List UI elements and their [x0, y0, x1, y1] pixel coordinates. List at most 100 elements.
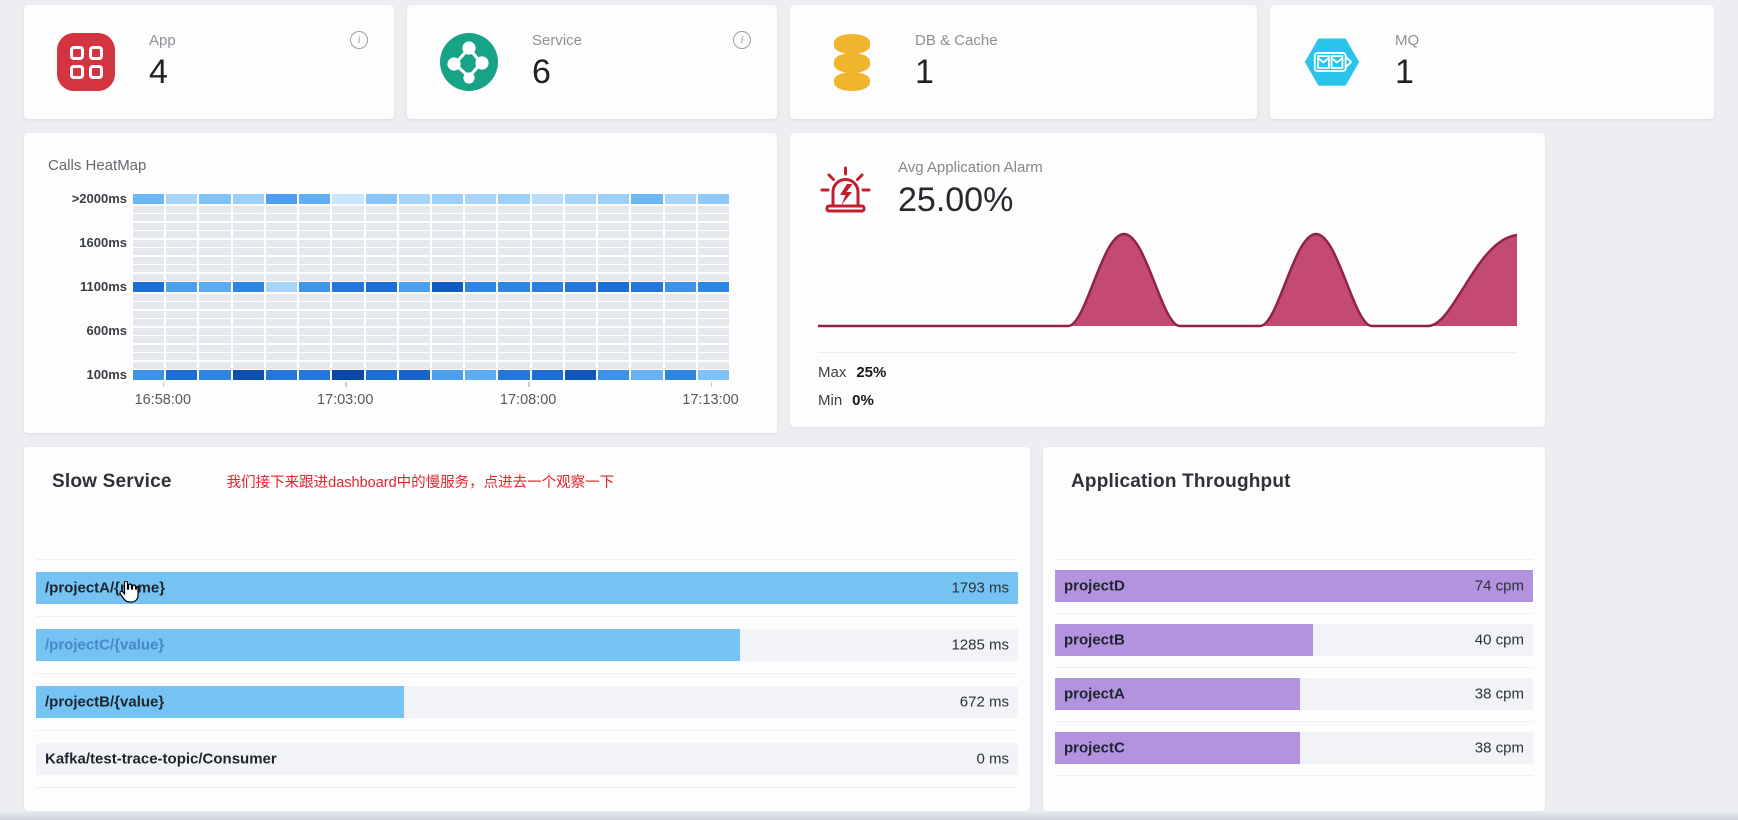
heatmap-cell[interactable]	[631, 273, 663, 281]
heatmap-cell[interactable]	[199, 231, 231, 238]
heatmap-cell[interactable]	[133, 370, 165, 380]
heatmap-cell[interactable]	[166, 205, 198, 213]
heatmap-cell[interactable]	[631, 327, 663, 335]
heatmap-cell[interactable]	[465, 319, 497, 326]
heatmap-cell[interactable]	[398, 214, 430, 221]
heatmap-cell[interactable]	[531, 293, 563, 301]
heatmap-cell[interactable]	[431, 361, 464, 369]
heatmap-cell[interactable]	[564, 256, 597, 264]
heatmap-cell[interactable]	[166, 353, 198, 360]
heatmap-cell[interactable]	[166, 194, 198, 204]
heatmap-cell[interactable]	[465, 222, 497, 230]
heatmap-cell[interactable]	[631, 256, 663, 264]
heatmap-cell[interactable]	[664, 327, 696, 335]
heatmap-cell[interactable]	[299, 205, 331, 213]
heatmap-cell[interactable]	[631, 239, 663, 247]
heatmap-cell[interactable]	[431, 205, 464, 213]
heatmap-cell[interactable]	[664, 344, 696, 352]
heatmap-cell[interactable]	[265, 256, 298, 264]
heatmap-cell[interactable]	[398, 327, 430, 335]
heatmap-cell[interactable]	[431, 239, 464, 247]
heatmap-cell[interactable]	[664, 273, 696, 281]
heatmap-cell[interactable]	[232, 344, 264, 352]
heatmap-cell[interactable]	[598, 239, 630, 247]
heatmap-cell[interactable]	[299, 239, 331, 247]
info-icon[interactable]: i	[733, 31, 751, 49]
heatmap-cell[interactable]	[598, 256, 630, 264]
heatmap-cell[interactable]	[598, 361, 630, 369]
heatmap-cell[interactable]	[664, 256, 696, 264]
heatmap-cell[interactable]	[465, 214, 497, 221]
heatmap-cell[interactable]	[697, 302, 729, 309]
heatmap-cell[interactable]	[398, 370, 430, 380]
info-icon[interactable]: i	[350, 31, 368, 49]
heatmap-cell[interactable]	[531, 231, 563, 238]
heatmap-cell[interactable]	[232, 302, 264, 309]
heatmap-cell[interactable]	[199, 205, 231, 213]
heatmap-cell[interactable]	[431, 319, 464, 326]
heatmap-cell[interactable]	[564, 353, 597, 360]
heatmap-cell[interactable]	[332, 273, 364, 281]
stat-card-db-cache[interactable]: DB & Cache 1	[790, 5, 1257, 119]
heatmap-cell[interactable]	[431, 265, 464, 272]
heatmap-cell[interactable]	[431, 353, 464, 360]
heatmap-cell[interactable]	[365, 239, 397, 247]
heatmap-cell[interactable]	[531, 194, 563, 204]
heatmap-cell[interactable]	[398, 205, 430, 213]
heatmap-cell[interactable]	[133, 194, 165, 204]
heatmap-cell[interactable]	[299, 319, 331, 326]
endpoint-link-hovered[interactable]: /projectC/{value}	[45, 636, 165, 654]
heatmap-cell[interactable]	[232, 248, 264, 255]
heatmap-cell[interactable]	[232, 214, 264, 221]
heatmap-cell[interactable]	[531, 370, 563, 380]
throughput-row[interactable]: projectB 40 cpm	[1055, 614, 1533, 668]
heatmap-cell[interactable]	[265, 282, 298, 292]
heatmap-cell[interactable]	[199, 310, 231, 318]
heatmap-cell[interactable]	[631, 194, 663, 204]
heatmap-cell[interactable]	[365, 293, 397, 301]
heatmap-cell[interactable]	[598, 205, 630, 213]
heatmap-cell[interactable]	[398, 336, 430, 343]
heatmap-cell[interactable]	[697, 370, 729, 380]
heatmap-cell[interactable]	[133, 310, 165, 318]
heatmap-cell[interactable]	[265, 327, 298, 335]
heatmap-cell[interactable]	[564, 344, 597, 352]
heatmap-cell[interactable]	[498, 248, 530, 255]
heatmap-cell[interactable]	[465, 336, 497, 343]
heatmap-cell[interactable]	[697, 310, 729, 318]
heatmap-cell[interactable]	[431, 336, 464, 343]
heatmap-cell[interactable]	[465, 282, 497, 292]
heatmap-cell[interactable]	[166, 293, 198, 301]
heatmap-cell[interactable]	[332, 231, 364, 238]
heatmap-cell[interactable]	[431, 273, 464, 281]
heatmap-cell[interactable]	[365, 282, 397, 292]
heatmap-cell[interactable]	[299, 273, 331, 281]
heatmap-cell[interactable]	[664, 222, 696, 230]
heatmap-cell[interactable]	[465, 310, 497, 318]
heatmap-cell[interactable]	[365, 327, 397, 335]
heatmap-cell[interactable]	[265, 222, 298, 230]
heatmap-cell[interactable]	[133, 344, 165, 352]
heatmap-cell[interactable]	[631, 353, 663, 360]
heatmap-cell[interactable]	[531, 319, 563, 326]
heatmap-cell[interactable]	[598, 248, 630, 255]
heatmap-cell[interactable]	[365, 248, 397, 255]
heatmap-cell[interactable]	[332, 256, 364, 264]
heatmap-cell[interactable]	[631, 344, 663, 352]
heatmap-cell[interactable]	[531, 214, 563, 221]
heatmap-cell[interactable]	[697, 353, 729, 360]
heatmap-cell[interactable]	[598, 302, 630, 309]
heatmap-cell[interactable]	[199, 222, 231, 230]
heatmap-cell[interactable]	[598, 336, 630, 343]
heatmap-cell[interactable]	[598, 273, 630, 281]
heatmap-cell[interactable]	[133, 336, 165, 343]
throughput-row[interactable]: projectD 74 cpm	[1055, 560, 1533, 614]
heatmap-cell[interactable]	[531, 327, 563, 335]
heatmap-cell[interactable]	[265, 361, 298, 369]
heatmap-cell[interactable]	[564, 273, 597, 281]
heatmap-cell[interactable]	[431, 194, 464, 204]
heatmap-cell[interactable]	[199, 194, 231, 204]
heatmap-cell[interactable]	[299, 353, 331, 360]
heatmap-cell[interactable]	[431, 222, 464, 230]
heatmap-cell[interactable]	[664, 231, 696, 238]
